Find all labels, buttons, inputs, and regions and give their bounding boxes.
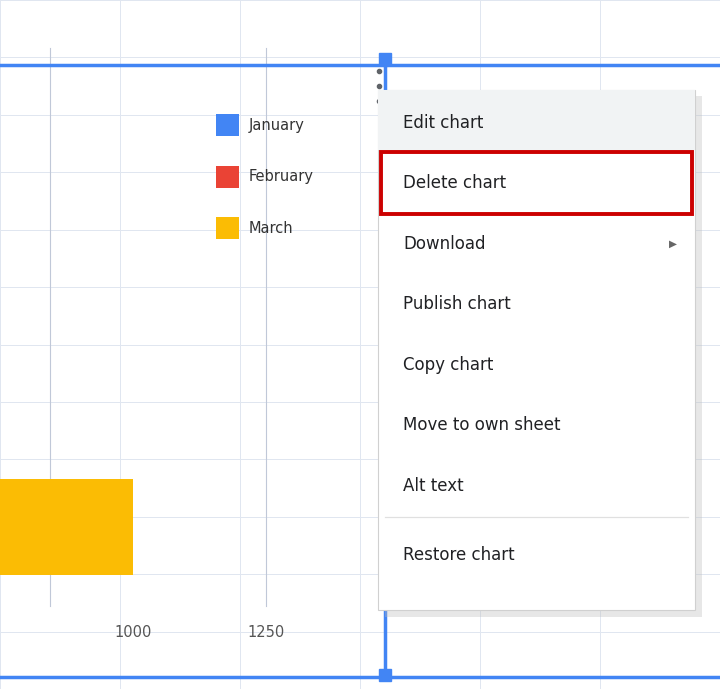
Bar xyxy=(385,96,702,617)
Bar xyxy=(378,90,695,610)
Text: Publish chart: Publish chart xyxy=(403,296,511,313)
Text: 1000: 1000 xyxy=(114,625,152,640)
Bar xyxy=(0,479,133,575)
Text: Download: Download xyxy=(403,235,486,253)
Text: Restore chart: Restore chart xyxy=(403,546,515,564)
Text: Edit chart: Edit chart xyxy=(403,114,484,132)
Text: February: February xyxy=(248,169,313,184)
Bar xyxy=(216,218,239,240)
Bar xyxy=(381,152,692,214)
Bar xyxy=(216,166,239,188)
Text: ▶: ▶ xyxy=(669,239,678,249)
Bar xyxy=(378,90,695,150)
Text: Alt text: Alt text xyxy=(403,477,464,495)
Bar xyxy=(216,114,239,136)
Text: Delete chart: Delete chart xyxy=(403,174,506,192)
Text: 1250: 1250 xyxy=(248,625,285,640)
Text: January: January xyxy=(248,118,305,132)
Text: March: March xyxy=(248,221,293,236)
Text: Copy chart: Copy chart xyxy=(403,356,494,374)
Text: Move to own sheet: Move to own sheet xyxy=(403,416,561,434)
